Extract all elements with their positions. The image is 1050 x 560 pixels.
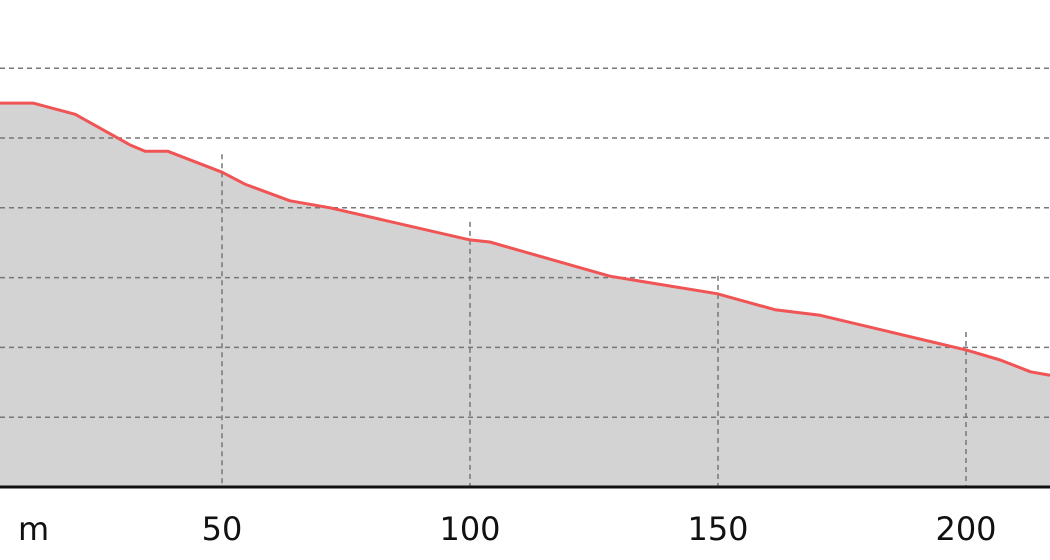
x-tick-label: 200 xyxy=(935,510,996,548)
x-tick-label: 150 xyxy=(687,510,748,548)
elevation-line xyxy=(0,101,1050,377)
x-tick-label: 100 xyxy=(439,510,500,548)
x-tick-label: 50 xyxy=(202,510,243,548)
x-unit-label: m xyxy=(18,510,49,548)
elevation-area-fill xyxy=(0,103,1050,487)
